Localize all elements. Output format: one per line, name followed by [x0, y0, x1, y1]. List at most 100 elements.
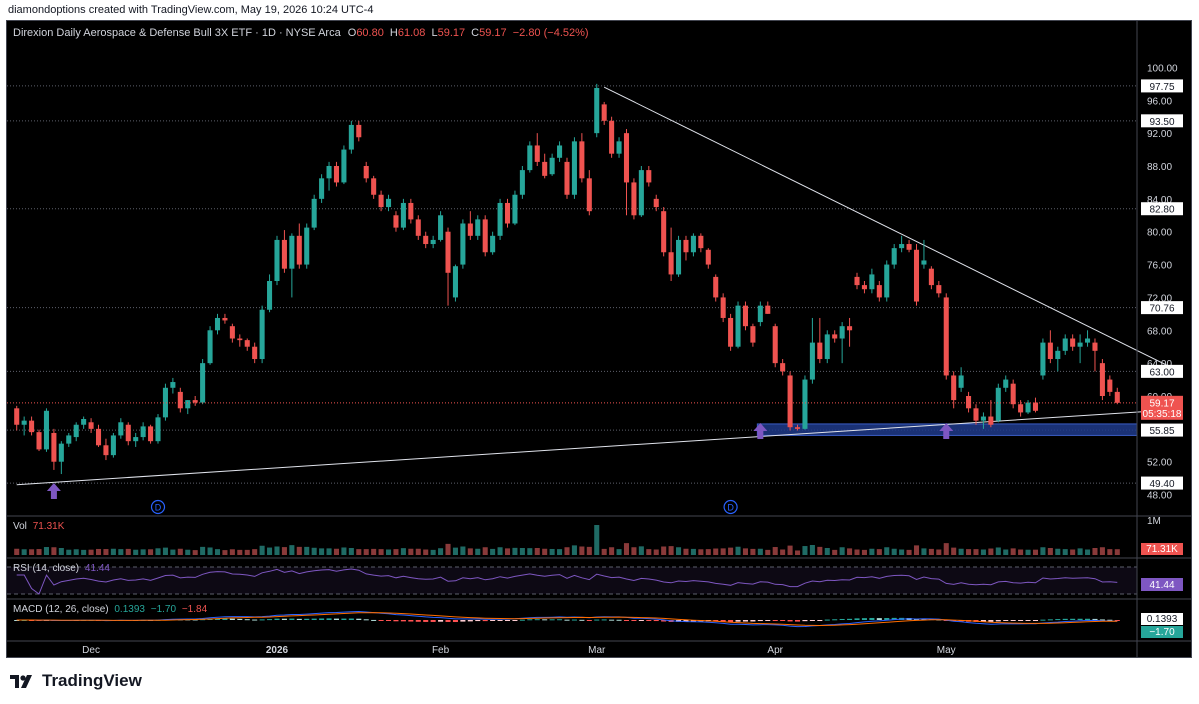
candle-body — [386, 198, 392, 208]
macd-histogram-bar — [623, 620, 630, 621]
volume-bar — [899, 549, 905, 555]
volume-bar — [1092, 548, 1098, 555]
macd-histogram-bar — [542, 619, 548, 621]
volume-bar — [921, 548, 927, 555]
price-level-badge: 55.85 — [1149, 426, 1174, 437]
legend-c-label: C — [471, 27, 479, 39]
legend-title: Direxion Daily Aerospace & Defense Bull … — [13, 27, 342, 39]
candle-body — [229, 326, 235, 339]
volume-bar — [81, 549, 87, 555]
price-tick-label: 64.00 — [1147, 359, 1172, 370]
candle-body — [765, 305, 771, 314]
macd-histogram-bar — [252, 619, 258, 621]
candle-body — [906, 244, 912, 250]
candle-body — [341, 149, 347, 183]
macd-histogram-bar — [750, 620, 756, 622]
signal-badge-bg — [1141, 626, 1183, 638]
macd-histogram-bar — [341, 618, 347, 620]
macd-histogram-bar — [638, 620, 644, 621]
macd-histogram-bar — [980, 620, 986, 622]
volume-bar — [527, 548, 533, 555]
macd-histogram-bar — [512, 620, 518, 621]
time-tick-label: Dec — [82, 645, 100, 656]
macd-histogram-bar — [891, 617, 897, 620]
rsi-badge: 41.44 — [1149, 580, 1174, 591]
volume-bar — [110, 548, 116, 555]
price-level-badge-bg — [1141, 79, 1183, 93]
last-price-badge: 59.17 — [1149, 398, 1174, 409]
candle-body — [1018, 404, 1024, 413]
macd-histogram-bar — [646, 620, 652, 621]
candle-body — [200, 363, 206, 403]
volume-bar — [445, 543, 451, 555]
volume-bar — [966, 549, 972, 555]
volume-bar — [304, 546, 310, 555]
candles[interactable] — [14, 83, 1120, 475]
volume-bar — [832, 549, 838, 555]
candle-body — [564, 161, 570, 195]
volume-bar — [564, 547, 570, 555]
macd-histogram-bar — [378, 620, 384, 621]
candle-body — [170, 382, 176, 388]
macd-histogram-bar — [557, 619, 563, 621]
macd-histogram-bar — [616, 619, 622, 621]
volume-scale-label: 1M — [1147, 516, 1161, 527]
volume-bar — [802, 546, 808, 555]
price-level-badge-bg — [1141, 301, 1183, 315]
volume-badge: 71.31K — [1146, 544, 1178, 555]
volume-bar — [452, 547, 458, 555]
macd-histogram-bar — [571, 619, 577, 621]
volume-bar — [980, 549, 986, 555]
time-tick-label: 2026 — [266, 645, 289, 656]
candle-body — [445, 231, 451, 273]
volume-bar — [311, 547, 317, 555]
volume-bar — [713, 548, 719, 555]
candle-body — [281, 239, 287, 269]
macd-histogram-bar — [824, 619, 830, 621]
candle-body — [378, 194, 384, 208]
volume-bar — [609, 547, 615, 555]
macd-histogram-bar — [765, 620, 771, 621]
candle-body — [980, 416, 986, 421]
volume-bar — [289, 545, 295, 555]
candle-body — [943, 297, 949, 376]
candle-body — [348, 124, 354, 150]
candle-body — [73, 424, 79, 438]
volume-bar — [884, 547, 890, 555]
price-level-badge-bg — [1141, 476, 1183, 490]
volume-bar — [200, 546, 206, 555]
macd-histogram-bar — [832, 619, 838, 621]
candle-body — [214, 317, 221, 331]
volume-bars — [14, 525, 1120, 555]
volume-bar — [281, 547, 287, 555]
candle-body — [519, 170, 525, 195]
candle-body — [475, 219, 481, 236]
volume-bar — [43, 547, 49, 555]
time-axis[interactable]: Dec 2026 Feb Mar Apr May — [82, 645, 956, 656]
macd-histogram-bar — [787, 620, 793, 622]
macd-histogram-bar — [467, 620, 473, 622]
volume-bar — [854, 549, 860, 555]
macd-histogram-bar — [289, 618, 295, 620]
candle-body — [415, 219, 421, 236]
macd-histogram-bar — [1077, 618, 1083, 620]
tradingview-brand[interactable]: TradingView — [10, 671, 142, 691]
volume-bar — [371, 548, 377, 555]
macd-histogram-bar — [817, 620, 823, 621]
macd-histogram-bar — [214, 618, 221, 620]
macd-histogram-bar — [1003, 620, 1009, 621]
rsi-line — [16, 568, 1118, 595]
buy-arrow-icon — [939, 423, 954, 439]
volume-bar — [125, 548, 131, 555]
macd-histogram-bar — [735, 620, 741, 622]
price-axis[interactable]: 100.00 96.00 92.00 88.00 84.00 80.00 76.00 72.0… — [7, 63, 1183, 502]
volume-bar — [341, 547, 347, 555]
macd-histogram-bar — [1085, 618, 1091, 620]
volume-bar — [259, 545, 265, 555]
candle-body — [936, 285, 942, 294]
volume-bar — [155, 548, 161, 555]
candle-body — [296, 235, 302, 265]
macd-histogram-bar — [482, 620, 488, 622]
